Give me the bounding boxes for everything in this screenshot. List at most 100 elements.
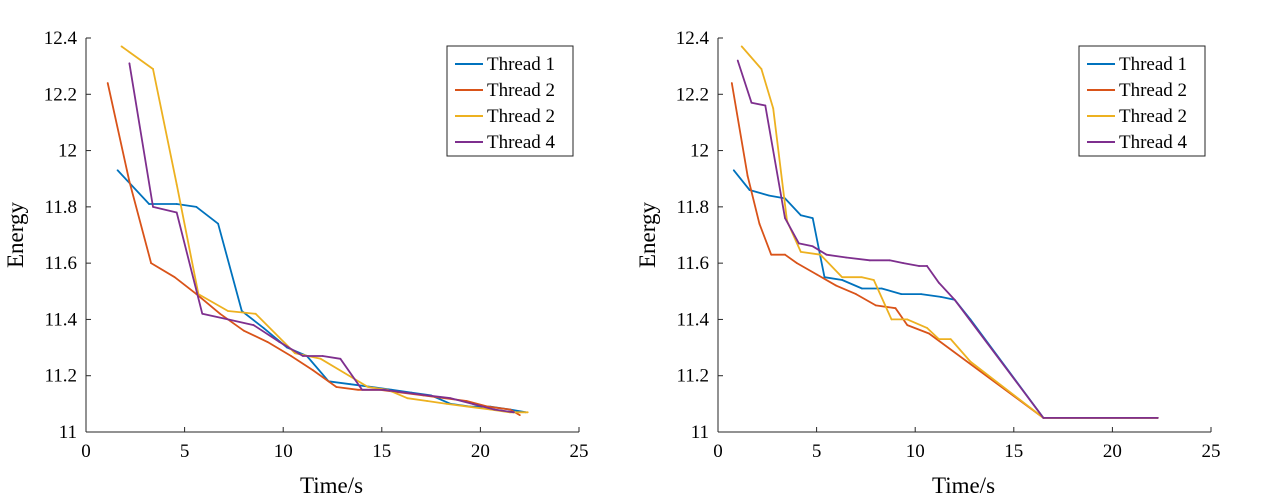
data-point	[819, 253, 822, 256]
y-tick-label: 11.6	[676, 253, 709, 274]
data-point	[750, 101, 753, 104]
data-point	[900, 293, 903, 295]
data-point	[732, 169, 735, 172]
legend: Thread 1 Thread 2 Thread 2 Thread 4	[446, 45, 574, 157]
data-point	[201, 312, 204, 315]
data-point	[240, 310, 243, 312]
data-point	[106, 82, 109, 84]
data-point	[918, 265, 921, 267]
data-point	[760, 68, 763, 70]
data-point	[764, 104, 767, 107]
data-point	[939, 296, 942, 298]
data-point	[262, 326, 265, 329]
y-tick-label: 12	[58, 141, 77, 162]
data-point	[227, 318, 229, 321]
data-point	[770, 253, 773, 256]
x-axis-label: Time/s	[300, 473, 363, 498]
x-tick-label: 5	[812, 441, 822, 462]
data-point	[406, 397, 409, 400]
data-point	[343, 372, 346, 374]
data-point	[926, 326, 928, 329]
data-point	[969, 360, 972, 363]
data-point	[493, 408, 496, 411]
series-line-4	[128, 63, 515, 414]
legend-entry: Thread 2	[487, 80, 555, 101]
data-point	[290, 355, 292, 357]
data-point	[1156, 417, 1159, 419]
data-point	[175, 211, 178, 214]
data-point	[242, 329, 245, 332]
data-point	[835, 284, 838, 287]
x-tick-label: 0	[81, 441, 91, 462]
data-point	[513, 411, 515, 414]
x-tick-label: 0	[713, 441, 723, 462]
data-point	[906, 318, 909, 321]
data-point	[175, 203, 178, 205]
data-point	[274, 332, 277, 335]
data-point	[175, 183, 178, 186]
data-point	[861, 287, 863, 290]
data-point	[736, 59, 739, 62]
y-tick-label: 11	[691, 422, 709, 443]
y-tick-label: 11.2	[44, 366, 77, 387]
data-point	[361, 388, 363, 391]
data-point	[471, 402, 474, 405]
data-point	[518, 414, 521, 417]
y-tick-label: 12	[690, 141, 709, 162]
data-point	[294, 352, 296, 355]
y-tick-label: 12.2	[676, 84, 709, 105]
y-tick-label: 11.4	[44, 309, 77, 330]
data-point	[217, 222, 220, 225]
data-point	[784, 253, 786, 256]
x-tick-label: 15	[372, 441, 391, 462]
data-point	[811, 245, 814, 248]
data-point	[906, 324, 909, 326]
legend-entry: Thread 1	[1119, 54, 1187, 75]
y-tick-label: 12.2	[44, 84, 77, 105]
data-point	[526, 411, 529, 414]
y-axis-label: Energy	[3, 202, 28, 269]
data-point	[953, 298, 956, 301]
data-point	[825, 253, 828, 256]
data-point	[748, 189, 751, 191]
legend-entry: Thread 2	[1119, 106, 1187, 127]
data-point	[772, 107, 775, 110]
data-point	[254, 312, 257, 315]
data-point	[509, 408, 511, 411]
chart-panel-2: 0 5 10 15 20 25 11 11.2 11.4 11.6 11.8 12 12.2 12.4 Ti…	[635, 28, 1221, 498]
data-point	[449, 397, 452, 400]
data-point	[797, 242, 800, 245]
data-point	[426, 394, 429, 397]
data-point	[128, 180, 131, 183]
data-point	[467, 405, 470, 408]
legend: Thread 1 Thread 2 Thread 2 Thread 4	[1078, 45, 1206, 157]
data-point	[795, 262, 798, 265]
data-point	[195, 205, 198, 208]
data-point	[872, 279, 875, 281]
series-line-1	[733, 169, 1158, 419]
data-point	[730, 82, 733, 84]
x-tick-label: 20	[1103, 441, 1122, 462]
legend-entry: Thread 2	[487, 106, 555, 127]
data-point	[321, 355, 324, 357]
data-point	[784, 217, 786, 220]
legend-entry: Thread 2	[1119, 80, 1187, 101]
data-point	[874, 304, 877, 307]
data-point	[152, 68, 154, 70]
data-point	[128, 62, 131, 65]
y-tick-label: 11.2	[676, 366, 709, 387]
x-tick-label: 5	[180, 441, 190, 462]
data-point	[768, 194, 771, 197]
data-point	[116, 169, 119, 172]
data-point	[888, 259, 891, 262]
data-point	[894, 307, 897, 310]
y-axis-label: Energy	[635, 202, 660, 269]
data-point	[868, 259, 871, 262]
x-tick-label: 10	[906, 441, 925, 462]
data-point	[339, 357, 342, 360]
data-point	[758, 222, 761, 225]
x-tick-label: 20	[471, 441, 490, 462]
data-point	[349, 383, 352, 386]
data-point	[302, 355, 304, 357]
